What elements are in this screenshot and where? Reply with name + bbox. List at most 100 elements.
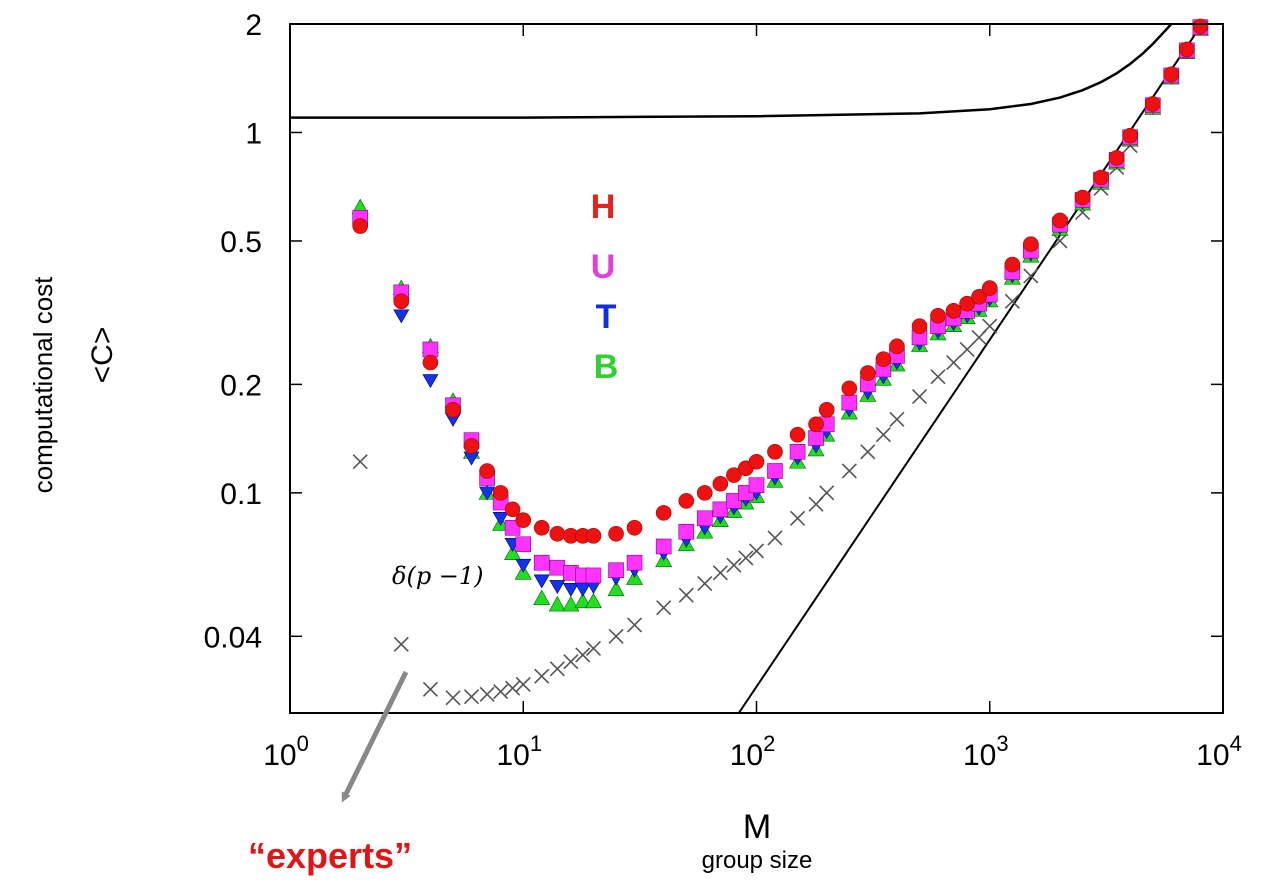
data-point	[393, 293, 410, 310]
data-point	[515, 536, 532, 553]
y-tick-label: 0.04	[204, 621, 262, 654]
data-point	[504, 544, 522, 561]
data-point	[608, 525, 624, 542]
legend-entry: U	[591, 248, 616, 286]
data-point	[712, 565, 728, 581]
data-point	[841, 463, 857, 479]
data-point	[1004, 293, 1020, 309]
data-point	[946, 354, 962, 371]
data-point	[748, 453, 765, 470]
data-point	[533, 554, 550, 571]
data-point	[1004, 256, 1021, 273]
x-tick-label: 100	[263, 731, 309, 772]
legend-entry: H	[591, 188, 616, 226]
data-point	[767, 530, 783, 546]
data-point	[422, 341, 439, 358]
data-point	[911, 318, 928, 335]
y-tick-label: 2	[245, 9, 262, 42]
data-point	[549, 580, 566, 595]
data-point	[626, 519, 643, 536]
data-point	[352, 454, 368, 470]
data-point	[585, 640, 602, 657]
data-point	[889, 338, 905, 355]
data-point	[959, 295, 975, 312]
data-point	[726, 493, 742, 509]
data-point	[422, 354, 439, 371]
experts-annotation: “experts”	[248, 835, 412, 876]
data-point	[930, 307, 946, 324]
data-point	[515, 676, 531, 693]
data-point	[585, 528, 602, 544]
data-point	[971, 288, 987, 305]
data-point	[585, 567, 602, 584]
data-point	[875, 427, 891, 443]
data-point	[767, 463, 783, 479]
data-point	[1163, 66, 1180, 83]
data-point	[549, 661, 565, 677]
data-point	[655, 538, 672, 555]
data-point	[1192, 18, 1209, 35]
data-point	[574, 583, 591, 597]
data-point	[655, 505, 672, 521]
data-point	[930, 369, 946, 385]
data-point	[819, 485, 835, 501]
data-point	[463, 438, 480, 454]
data-point	[982, 318, 998, 334]
x-tick-label: 104	[1196, 731, 1242, 772]
data-point	[712, 501, 729, 518]
data-point	[562, 595, 580, 612]
data-point	[959, 341, 975, 358]
legend-entry: B	[594, 348, 619, 386]
data-point	[493, 683, 509, 700]
data-point	[575, 647, 591, 663]
data-point	[1052, 212, 1068, 229]
data-point	[626, 617, 643, 633]
data-point	[911, 389, 928, 405]
data-point	[504, 501, 521, 518]
data-point	[549, 559, 566, 576]
data-point	[608, 562, 624, 579]
y-axis-label-line2: <C>	[86, 327, 119, 384]
data-point	[1074, 189, 1091, 206]
data-point	[492, 485, 509, 501]
reference-line-curve	[290, 24, 1173, 119]
data-point	[981, 280, 998, 296]
data-point	[945, 303, 962, 319]
data-point	[562, 583, 579, 597]
x-tick-label: 101	[496, 731, 542, 772]
y-tick-label: 1	[245, 117, 262, 150]
data-point	[656, 600, 672, 616]
data-point	[841, 380, 858, 397]
data-point	[549, 525, 566, 542]
data-point	[445, 690, 461, 706]
data-point	[515, 512, 532, 528]
data-point	[492, 512, 509, 526]
data-point	[748, 477, 765, 494]
data-point	[748, 543, 765, 559]
data-point	[422, 681, 438, 697]
data-point	[1093, 169, 1109, 186]
data-point	[574, 592, 592, 609]
data-point	[789, 444, 806, 460]
data-point	[696, 510, 713, 527]
data-point	[563, 654, 579, 670]
data-point	[607, 580, 625, 597]
data-point	[818, 402, 835, 418]
data-point	[808, 430, 824, 446]
data-point	[697, 576, 713, 592]
data-point	[726, 557, 742, 573]
data-point	[790, 510, 806, 526]
legend-entry: T	[596, 298, 617, 336]
data-point	[1052, 233, 1068, 249]
series-circle	[352, 18, 1209, 544]
data-point	[479, 463, 495, 479]
data-point	[860, 444, 876, 460]
data-point	[889, 411, 905, 427]
data-point	[767, 444, 783, 460]
data-point	[422, 374, 439, 389]
data-point	[1144, 96, 1161, 112]
data-point	[505, 680, 521, 696]
x-tick-label: 102	[730, 731, 776, 772]
data-point	[548, 595, 566, 612]
x-axis-sublabel: group size	[702, 847, 813, 874]
